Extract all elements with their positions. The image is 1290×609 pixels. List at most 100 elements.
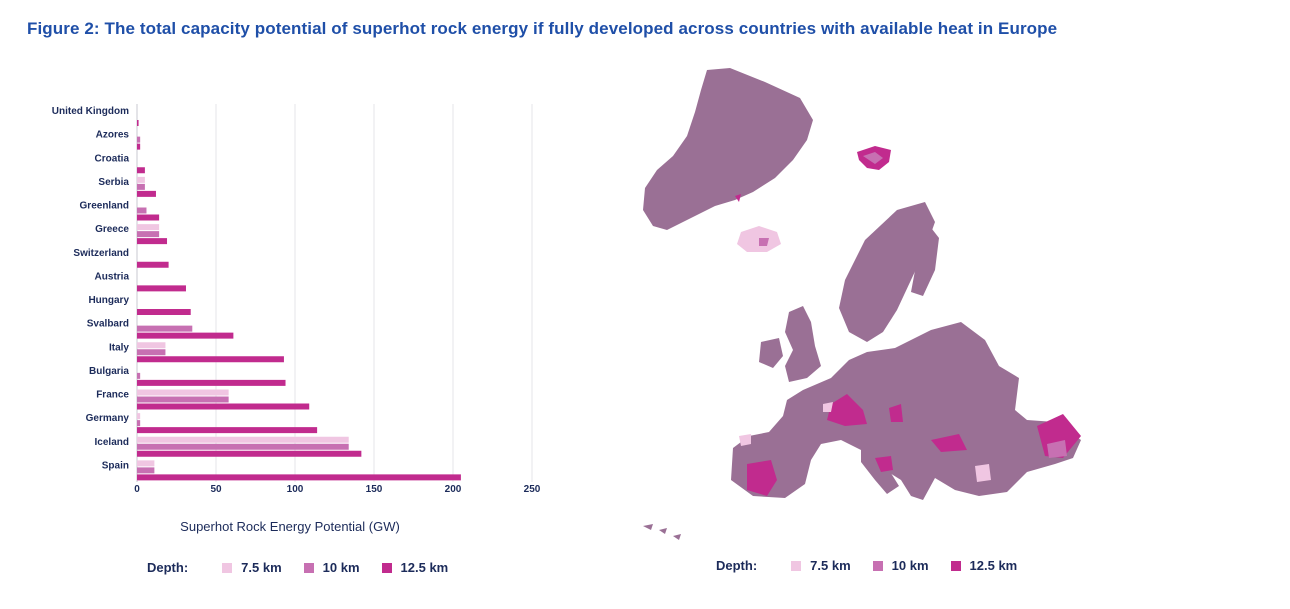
bar-2 <box>137 143 141 150</box>
bar-0 <box>137 460 155 467</box>
chart-legend-label: 7.5 km <box>241 560 282 575</box>
bar-2 <box>137 285 186 292</box>
bar-1 <box>137 372 141 379</box>
category-label: France <box>96 390 129 401</box>
bar-2 <box>137 403 310 410</box>
figure-title: Figure 2: The total capacity potential o… <box>27 19 1058 38</box>
category-label: Greenland <box>80 201 129 212</box>
map-hotspot-austria <box>889 404 903 422</box>
category-label: Germany <box>86 413 130 424</box>
bar-1 <box>137 231 160 238</box>
category-label: Greece <box>95 224 129 235</box>
bar-2 <box>137 356 284 363</box>
x-tick-label: 50 <box>210 484 222 495</box>
bar-1 <box>137 207 147 214</box>
europe-map <box>643 68 1081 540</box>
bar-2 <box>137 474 461 481</box>
bar-1 <box>137 420 141 427</box>
bar-1 <box>137 396 229 403</box>
bar-2 <box>137 332 234 339</box>
x-axis-title: Superhot Rock Energy Potential (GW) <box>180 519 400 534</box>
category-label: Azores <box>96 130 130 141</box>
bar-2 <box>137 450 362 457</box>
map-legend-title: Depth: <box>716 558 758 573</box>
bar-1 <box>137 349 166 356</box>
category-label: Serbia <box>98 177 129 188</box>
chart-legend-item-7-5km: 7.5 km <box>222 560 282 575</box>
map-legend-swatch-7-5km <box>791 560 802 571</box>
map-finland <box>911 220 939 296</box>
category-label: Italy <box>109 342 129 353</box>
bar-2 <box>137 379 286 386</box>
map-legend-label: 12.5 km <box>969 558 1018 573</box>
map-scandinavia <box>839 202 935 342</box>
bar-2 <box>137 238 168 245</box>
bar-0 <box>137 436 349 443</box>
chart-legend-title: Depth: <box>147 560 189 575</box>
chart-legend-label: 12.5 km <box>400 560 449 575</box>
x-tick-label: 0 <box>134 484 140 495</box>
legend-swatch-12-5km <box>381 562 392 573</box>
map-svalbard-b <box>863 152 883 164</box>
map-greenland-hotspot <box>735 194 741 202</box>
category-label: Spain <box>102 460 129 471</box>
bar-0 <box>137 413 141 420</box>
bar-2 <box>137 261 169 268</box>
bar-2 <box>137 120 139 126</box>
category-label: Iceland <box>95 437 129 448</box>
map-hotspot-turkey <box>975 464 991 482</box>
bar-chart: United Kingdom Azores Croatia Serbia Greenla… <box>52 104 541 534</box>
bar-2 <box>137 214 160 221</box>
bar-1 <box>137 183 145 190</box>
map-legend-label: 10 km <box>891 558 929 573</box>
map-hotspot-italy <box>875 456 893 472</box>
map-hotspot-caucasus-b <box>1047 440 1067 458</box>
map-legend-item-10km: 10 km <box>872 558 929 573</box>
bar-1 <box>137 325 193 332</box>
map-legend-swatch-10km <box>872 560 883 571</box>
bar-2 <box>137 190 156 197</box>
bar-1 <box>137 136 141 143</box>
bar-0 <box>137 176 145 183</box>
category-label: Austria <box>95 271 130 282</box>
x-tick-label: 250 <box>524 484 541 495</box>
x-tick-label: 100 <box>287 484 304 495</box>
bar-1 <box>137 443 349 450</box>
chart-legend-item-10km: 10 km <box>303 560 360 575</box>
chart-legend-item-12-5km: 12.5 km <box>381 560 449 575</box>
map-ireland <box>759 338 783 368</box>
map-hotspot-bulgaria <box>931 434 967 452</box>
legend-swatch-10km <box>303 562 314 573</box>
bar-2 <box>137 427 318 434</box>
category-label: Hungary <box>88 295 129 306</box>
bar-0 <box>137 389 229 396</box>
map-hotspot-spain <box>747 460 777 496</box>
map-hotspot-france <box>823 402 833 412</box>
category-label: United Kingdom <box>52 106 129 117</box>
bar-2 <box>137 309 191 315</box>
map-legend-item-12-5km: 12.5 km <box>950 558 1018 573</box>
legend-swatch-7-5km <box>222 562 233 573</box>
bar-0 <box>137 342 166 349</box>
map-hotspot-iberia <box>739 434 751 446</box>
x-tick-label: 200 <box>445 484 462 495</box>
map-hotspot-germany <box>827 394 867 426</box>
map-legend-swatch-12-5km <box>950 560 961 571</box>
map-uk <box>785 306 821 382</box>
bar-0 <box>137 224 160 231</box>
category-label: Croatia <box>95 153 130 164</box>
chart-legend: Depth: 7.5 km 10 km 12.5 km <box>147 560 470 575</box>
bar-1 <box>137 467 155 474</box>
category-label: Svalbard <box>87 319 129 330</box>
category-label: Bulgaria <box>89 366 129 377</box>
map-legend: Depth: 7.5 km 10 km 12.5 km <box>716 558 1039 573</box>
map-legend-item-7-5km: 7.5 km <box>791 558 851 573</box>
map-legend-label: 7.5 km <box>810 558 851 573</box>
map-iceland-b <box>759 238 769 246</box>
map-greenland <box>643 68 813 230</box>
bar-2 <box>137 167 145 174</box>
x-tick-label: 150 <box>366 484 383 495</box>
map-mainland <box>731 322 1081 500</box>
chart-legend-label: 10 km <box>322 560 360 575</box>
category-label: Switzerland <box>73 248 129 259</box>
